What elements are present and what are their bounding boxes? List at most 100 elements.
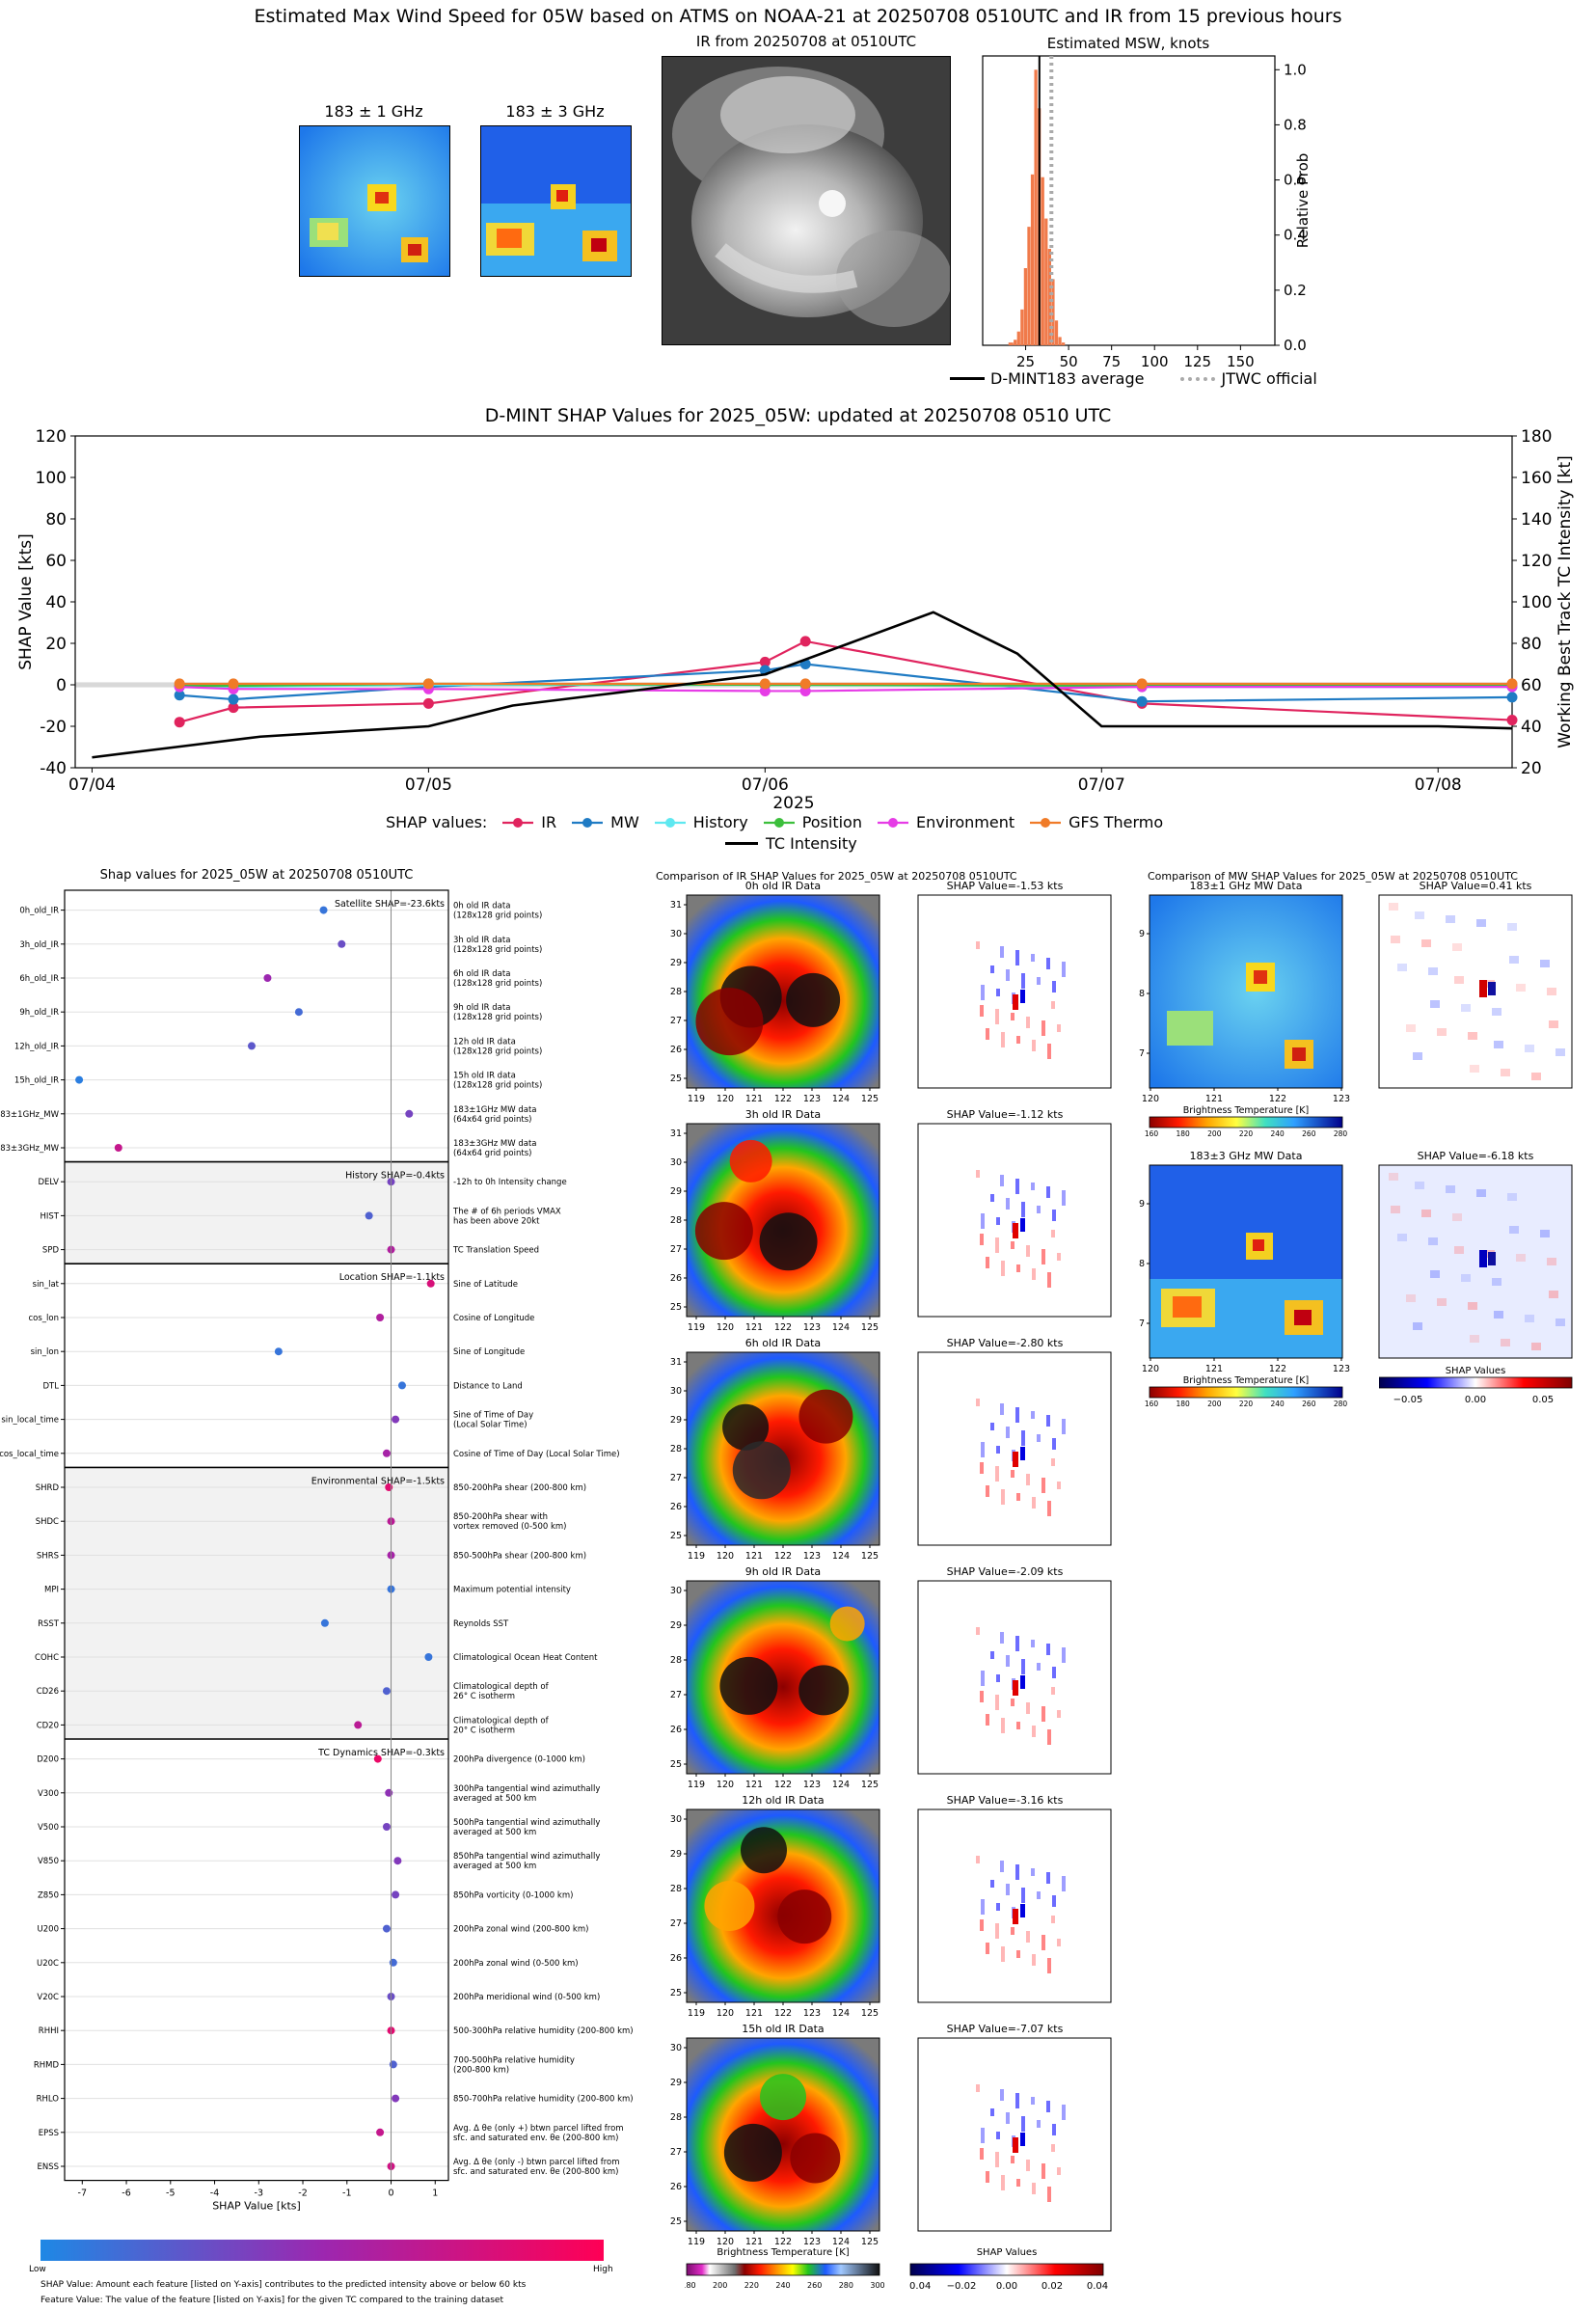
feature-desc: Climatological Ocean Heat Content (453, 1653, 598, 1663)
mw-shap-speck (1430, 1000, 1440, 1008)
ir-shap-core (1013, 994, 1018, 1010)
ir-shap-speck (976, 1170, 980, 1178)
ir-bt-tick: 280 (839, 2281, 853, 2290)
ir-shap-speck (1032, 1497, 1036, 1509)
shap-timeseries-chart: -40 -20 0 20 40 60 80 100 120 20 40 60 80 100 120 140 16… (16, 427, 1575, 810)
feature-desc: 12h old IR data (453, 1037, 516, 1047)
feature-point (319, 906, 328, 914)
feature-desc: -12h to 0h Intensity change (453, 1178, 567, 1187)
mw-bt-colorbar (1149, 1116, 1343, 1128)
ir-shap-speck (976, 941, 980, 949)
feature-point (389, 2060, 397, 2069)
feature-name: SHRS (37, 1551, 59, 1561)
ir-xtick-label: 120 (717, 1094, 734, 1104)
ir-shap-speck (1052, 1895, 1056, 1907)
ir-shap-speck (995, 1923, 999, 1939)
feature-xtick-label: -3 (255, 2189, 263, 2199)
timeseries-legend: SHAP values: IR MW History Position Environme… (386, 813, 1273, 861)
legend-label-gfs: GFS Thermo (1069, 813, 1164, 831)
feature-desc: 20° C isotherm (453, 1726, 515, 1735)
mw-hot-cell (1173, 1296, 1202, 1318)
ir-ytick-label: 30 (670, 1586, 682, 1596)
feature-desc: 850-700hPa relative humidity (200-800 km… (453, 2095, 634, 2105)
series-point-mw (1506, 692, 1518, 703)
mw-shap-title: SHAP Value=0.41 kts (1419, 880, 1532, 892)
ir-xtick-label: 125 (861, 1322, 879, 1333)
ir-xtick-label: 120 (717, 2237, 734, 2247)
ir-ytick-label: 27 (670, 2147, 682, 2158)
ir-shap-speck (976, 1627, 980, 1635)
mw-data-title: 183±1 GHz MW Data (1189, 880, 1303, 892)
feature-desc: (128x128 grid points) (453, 1013, 542, 1022)
feature-name: Z850 (38, 1890, 59, 1900)
feature-name: DELV (38, 1178, 59, 1187)
ir-shap-speck (1032, 1268, 1036, 1280)
feature-name: HIST (41, 1211, 60, 1221)
mw-shap-speck (1391, 1206, 1400, 1213)
ir-xtick-label: 119 (688, 1780, 705, 1790)
ir-cloud-blob (741, 1827, 787, 1874)
ts-ytick-right-label: 120 (1521, 552, 1552, 571)
mw-shap-core (1479, 1250, 1487, 1267)
hist-ytick-label: 0.6 (1284, 172, 1307, 189)
ir-shap-speck (1046, 2101, 1050, 2112)
group-label: Location SHAP=-1.1kts (339, 1272, 445, 1283)
mw-hot-cell (1167, 1011, 1213, 1046)
ir-shap-speck (995, 1695, 999, 1710)
ir-xtick-label: 121 (745, 1094, 763, 1104)
ir-cloud-blob (760, 2074, 806, 2121)
feature-desc: averaged at 500 km (453, 1794, 536, 1804)
feature-note: Feature Value: The value of the feature … (41, 2296, 504, 2305)
ir-ytick-label: 29 (670, 1849, 682, 1860)
ir-shap-speck (995, 2152, 999, 2167)
ir-ytick-label: 25 (670, 2216, 682, 2227)
legend-label-position: Position (801, 813, 862, 831)
hist-xtick-label: 75 (1102, 353, 1121, 370)
ir-shap-speck (1000, 1632, 1004, 1644)
feature-desc: 850-200hPa shear with (453, 1512, 548, 1522)
timeseries-title: D-MINT SHAP Values for 2025_05W: updated… (484, 405, 1112, 426)
ir-shap-speck (1026, 1474, 1030, 1485)
series-point-mw (174, 690, 185, 701)
ir-xtick-label: 125 (861, 1780, 879, 1790)
feature-name: 15h_old_IR (14, 1076, 59, 1086)
ir-xtick-label: 119 (688, 1322, 705, 1333)
ir-xtick-label: 121 (745, 1322, 763, 1333)
legend-item-ir: IR (500, 813, 556, 831)
ir-data-title: 3h old IR Data (744, 1108, 822, 1121)
series-point-gfs (228, 678, 239, 690)
feature-desc: (Local Solar Time) (453, 1421, 527, 1430)
feature-desc: 850hPa vorticity (0-1000 km) (453, 1890, 573, 1900)
ir-xtick-label: 121 (745, 1551, 763, 1562)
mw-data-frame (1149, 1164, 1343, 1359)
ir-data-image (687, 2038, 879, 2231)
history-legend-icon (654, 817, 686, 828)
feature-name: V850 (38, 1857, 59, 1866)
ir-shap-speck (1006, 1427, 1010, 1438)
mw-shap-speck (1516, 1254, 1526, 1262)
ir-shap-speck (986, 1485, 989, 1497)
ir-shap-speck (1015, 2093, 1019, 2108)
feature-point (382, 1823, 391, 1831)
legend-dmint: D-MINT183 average (990, 369, 1145, 388)
ir-shap-speck (1011, 1241, 1014, 1249)
ir-cloud-blob (790, 2133, 841, 2184)
ir-shap-title: SHAP Value=-1.53 kts (946, 880, 1064, 892)
ir-ytick-label: 25 (670, 1074, 682, 1084)
ir-cloud-blob (732, 1441, 791, 1500)
ir-shap-image (917, 1123, 1112, 1318)
mw-row-panels: 29 28 27 120 121 122 123 Brightness Temperature… (1138, 894, 1573, 1138)
mw-shap-speck (1507, 1193, 1517, 1201)
mw-shap-speck (1501, 1069, 1510, 1076)
feature-desc: 15h old IR data (453, 1072, 516, 1081)
ir-shap-speck (995, 1237, 999, 1253)
ir-shap-speck (1016, 1493, 1020, 1501)
ir-ytick-label: 28 (670, 1215, 682, 1226)
mw-shap-tick: −0.05 (1393, 1395, 1423, 1405)
mw3-title: 183 ± 3 GHz (505, 102, 605, 121)
hist-bar (1041, 177, 1044, 345)
feature-point (320, 1618, 329, 1627)
ts-ytick-right-label: 180 (1521, 427, 1552, 447)
feature-point (392, 1415, 400, 1424)
ir-ytick-label: 25 (670, 1988, 682, 1998)
